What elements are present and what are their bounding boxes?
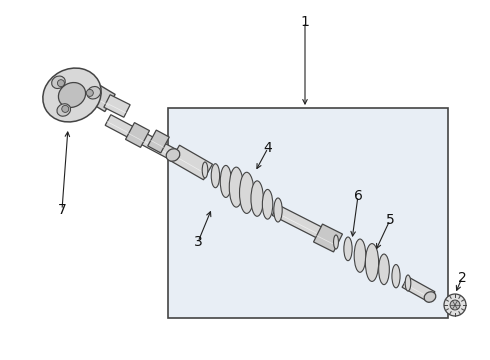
Ellipse shape: [211, 164, 220, 188]
Ellipse shape: [366, 244, 379, 282]
Ellipse shape: [166, 149, 180, 161]
Circle shape: [450, 300, 460, 310]
Circle shape: [62, 105, 69, 112]
Text: 3: 3: [194, 235, 202, 249]
Ellipse shape: [334, 235, 339, 249]
Ellipse shape: [354, 239, 366, 272]
Ellipse shape: [43, 68, 101, 122]
Ellipse shape: [274, 198, 282, 222]
Text: 7: 7: [58, 203, 66, 217]
Ellipse shape: [251, 181, 263, 216]
Ellipse shape: [51, 76, 65, 89]
Ellipse shape: [202, 162, 208, 178]
Circle shape: [57, 80, 64, 87]
Polygon shape: [125, 123, 149, 147]
Text: 1: 1: [300, 15, 310, 29]
Polygon shape: [147, 130, 169, 153]
Ellipse shape: [392, 265, 400, 288]
Polygon shape: [171, 145, 213, 180]
Ellipse shape: [220, 166, 231, 197]
Ellipse shape: [405, 275, 411, 291]
Text: 5: 5: [386, 213, 394, 227]
Ellipse shape: [344, 237, 352, 261]
Circle shape: [86, 89, 93, 96]
Ellipse shape: [87, 86, 100, 99]
Polygon shape: [272, 204, 333, 243]
Text: 2: 2: [458, 271, 466, 285]
Ellipse shape: [57, 104, 71, 116]
Ellipse shape: [240, 172, 254, 213]
Ellipse shape: [262, 189, 273, 219]
Polygon shape: [85, 82, 115, 112]
Polygon shape: [105, 115, 177, 160]
Polygon shape: [104, 95, 130, 117]
Circle shape: [444, 294, 466, 316]
Ellipse shape: [424, 292, 436, 302]
Text: 6: 6: [354, 189, 363, 203]
Ellipse shape: [58, 82, 86, 108]
Bar: [168, 108, 448, 318]
Text: 4: 4: [264, 141, 272, 155]
Ellipse shape: [379, 254, 390, 285]
Polygon shape: [402, 277, 435, 302]
Ellipse shape: [229, 167, 244, 207]
Polygon shape: [314, 224, 343, 252]
